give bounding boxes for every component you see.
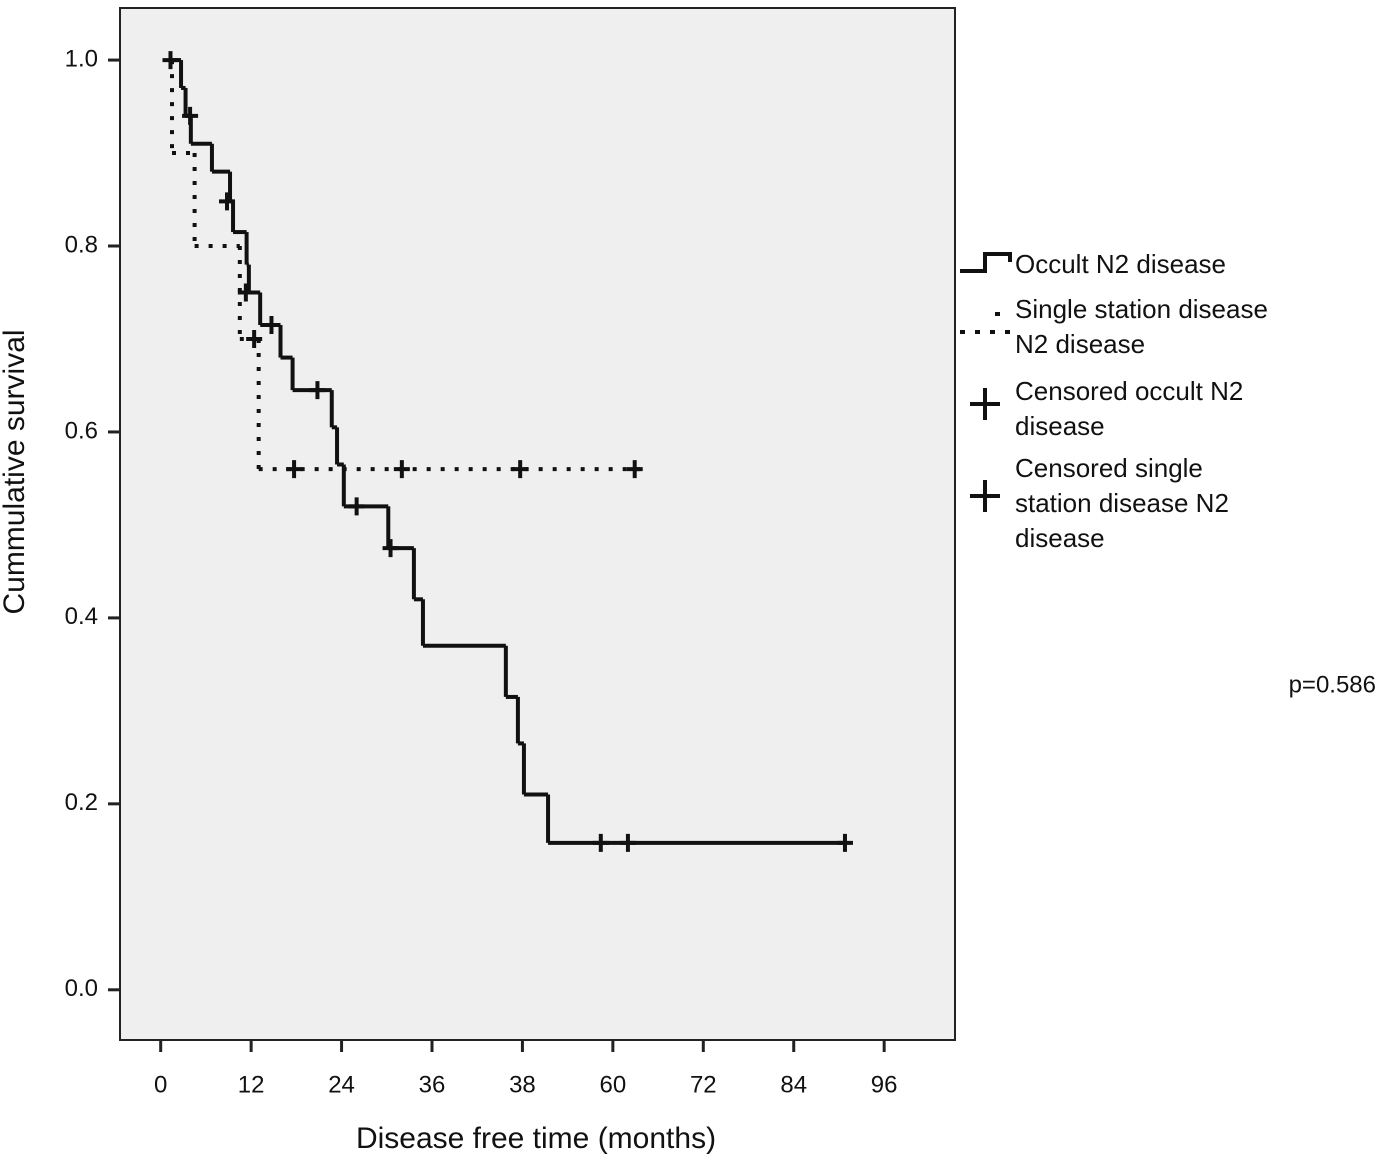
legend-swatch (960, 252, 1012, 273)
censor-mark (382, 539, 399, 558)
censor-mark (182, 106, 199, 125)
censor-mark (348, 497, 365, 516)
legend-swatch (960, 312, 1010, 334)
censor-mark (237, 283, 254, 302)
x-tick-label: 84 (780, 1071, 807, 1098)
legend-entry: Censored occult N2 disease (1015, 376, 1244, 441)
censor-mark (309, 381, 326, 400)
y-axis-label: Cummulative survival (0, 329, 31, 614)
x-tick-label: 12 (238, 1071, 265, 1098)
plot-area (119, 7, 956, 1041)
censor-mark (626, 460, 643, 479)
censor-mark (219, 192, 236, 211)
y-tick-label: 0.8 (65, 231, 98, 258)
x-tick-label: 72 (690, 1071, 717, 1098)
x-axis-label: Disease free time (months) (356, 1122, 716, 1155)
x-tick-label: 96 (871, 1071, 898, 1098)
censor-mark (592, 833, 609, 852)
y-tick-label: 0.2 (65, 789, 98, 816)
x-tick-label: 0 (154, 1071, 167, 1098)
x-tick-label: 24 (328, 1071, 355, 1098)
annotation: p=0.586 (1289, 671, 1376, 698)
y-tick-label: 0.0 (65, 975, 98, 1002)
legend-entry: Single station disease N2 disease (1015, 294, 1268, 359)
y-tick-label: 1.0 (65, 45, 98, 72)
x-tick-label: 60 (600, 1071, 627, 1098)
censor-mark (836, 833, 853, 852)
censor-mark (512, 460, 529, 479)
legend-entry: Occult N2 disease (1015, 249, 1226, 279)
y-tick-label: 0.6 (65, 417, 98, 444)
censor-mark (286, 460, 303, 479)
censor-mark (263, 316, 280, 335)
y-tick-label: 0.4 (65, 603, 98, 630)
legend-swatch (970, 480, 1000, 512)
censor-mark (162, 51, 179, 70)
x-tick-label: 36 (419, 1071, 446, 1098)
legend-swatch (970, 388, 1000, 420)
censor-mark (393, 460, 410, 479)
legend-entry: Censored single station disease N2 disea… (1015, 453, 1229, 553)
censor-mark (246, 329, 263, 348)
x-tick-label: 38 (509, 1071, 536, 1098)
censor-mark (619, 833, 636, 852)
